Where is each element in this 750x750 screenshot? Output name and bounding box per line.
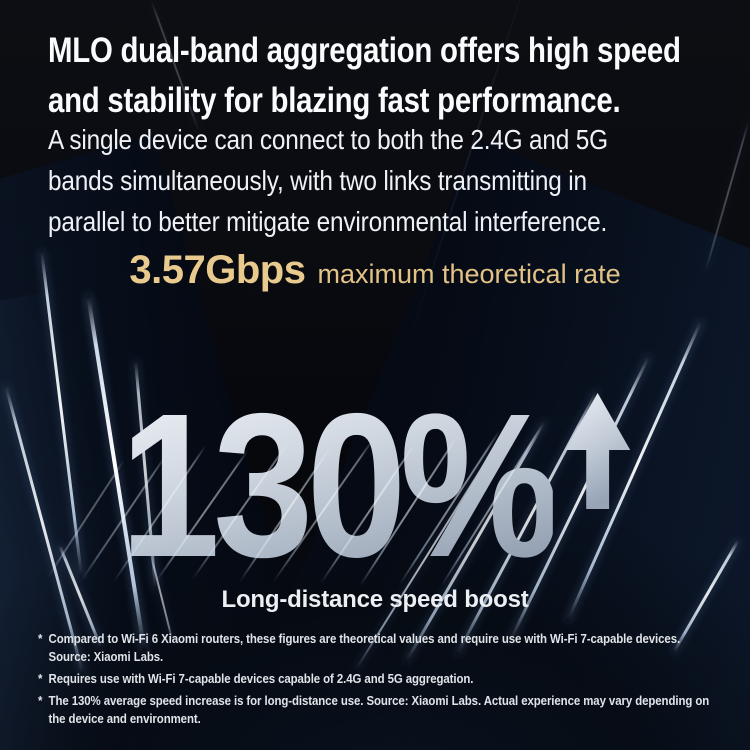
footnote-marker: * [38, 671, 43, 686]
footnote-text: Compared to Wi-Fi 6 Xiaomi routers, thes… [48, 631, 681, 664]
floor-panel [0, 510, 750, 750]
footnote-item: * Compared to Wi-Fi 6 Xiaomi routers, th… [38, 630, 710, 666]
description: A single device can connect to both the … [48, 119, 608, 242]
footnote-marker: * [38, 631, 43, 646]
footnote-item: * Requires use with Wi-Fi 7-capable devi… [38, 670, 710, 688]
rate-highlight: 3.57Gbps maximum theoretical rate [0, 246, 750, 298]
footnotes: * Compared to Wi-Fi 6 Xiaomi routers, th… [38, 630, 710, 732]
footnote-text: Requires use with Wi-Fi 7-capable device… [48, 671, 474, 686]
stat-label: Long-distance speed boost [221, 586, 529, 613]
footnote-item: * The 130% average speed increase is for… [38, 692, 710, 728]
up-arrow-icon [565, 393, 631, 514]
description-line-1: A single device can connect to both the … [48, 124, 608, 155]
stat-group: 130% [0, 368, 750, 604]
rate-value: 3.57Gbps [129, 248, 306, 292]
footnote-text: The 130% average speed increase is for l… [48, 693, 710, 726]
description-line-2: bands simultaneously, with two links tra… [48, 165, 587, 196]
headline: MLO dual-band aggregation offers high sp… [48, 26, 681, 126]
headline-line-2: and stability for blazing fast performan… [48, 81, 621, 120]
rate-label: maximum theoretical rate [317, 259, 621, 289]
stat-number: 130% [120, 368, 560, 604]
headline-line-1: MLO dual-band aggregation offers high sp… [48, 31, 681, 70]
footnote-marker: * [38, 693, 43, 708]
description-line-3: parallel to better mitigate environmenta… [48, 206, 608, 237]
stat-inner: 130% [120, 368, 631, 604]
